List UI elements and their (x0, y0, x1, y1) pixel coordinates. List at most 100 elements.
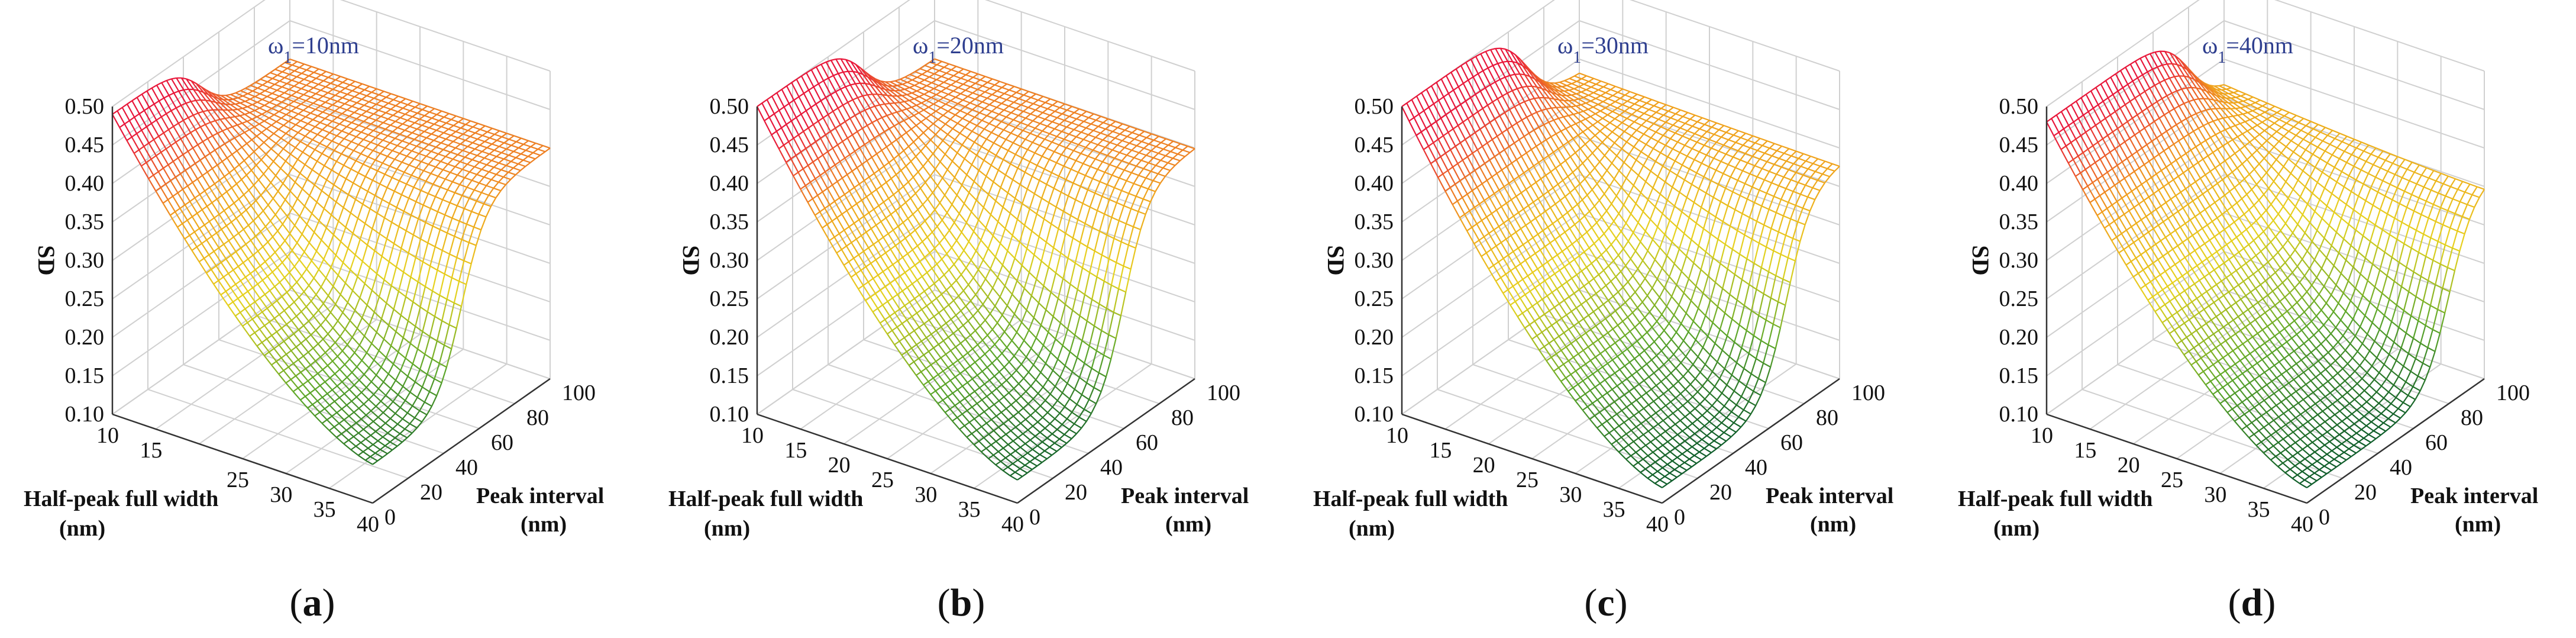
y-axis-unit: (nm) (2455, 512, 2501, 537)
x-tick-label: 40 (1646, 512, 1669, 537)
z-axis-label: SD (33, 245, 60, 275)
x-tick-label: 25 (1516, 468, 1539, 492)
y-tick-label: 20 (2354, 480, 2377, 505)
z-tick-label: 0.10 (65, 402, 105, 427)
z-tick-label: 0.20 (1355, 325, 1394, 350)
axes (111, 107, 551, 504)
y-tick-label: 0 (2319, 505, 2330, 530)
z-tick-label: 0.45 (1355, 133, 1394, 157)
y-tick-label: 20 (420, 480, 442, 505)
x-tick-label: 35 (1603, 497, 1625, 522)
y-axis-label: Peak interval (1766, 484, 1893, 508)
y-tick-label: 0 (1029, 505, 1040, 530)
x-tick-label: 40 (2291, 512, 2313, 537)
y-axis-line (1017, 378, 1195, 504)
x-tick-label: 10 (741, 423, 764, 448)
z-tick-label: 0.50 (1999, 94, 2039, 119)
z-tick-label: 0.25 (710, 286, 749, 311)
y-tick-label: 60 (1780, 430, 1803, 455)
z-tick-label: 0.35 (65, 210, 105, 234)
z-tick-label: 0.45 (710, 133, 749, 157)
z-tick-label: 0.45 (1999, 133, 2039, 157)
x-tick-label: 10 (2031, 423, 2053, 448)
x-axis-unit: (nm) (59, 516, 105, 541)
y-tick-label: 100 (2496, 381, 2530, 405)
panel-caption: (b) (938, 581, 985, 624)
y-tick-label: 80 (1171, 405, 1194, 430)
y-tick-label: 0 (1674, 505, 1685, 530)
z-tick-label: 0.10 (1355, 402, 1394, 427)
z-tick-label: 0.30 (1355, 248, 1394, 273)
y-axis-unit: (nm) (1810, 512, 1856, 537)
y-tick-label: 100 (1207, 381, 1240, 405)
panel-caption: (d) (2228, 581, 2276, 624)
y-tick-label: 80 (1816, 405, 1838, 430)
chart-title: ω1=30nm (1557, 32, 1649, 67)
x-axis-label: Half-peak full width (668, 486, 863, 511)
z-tick-label: 0.40 (65, 171, 105, 196)
z-tick-label: 0.15 (1355, 363, 1394, 388)
x-tick-label: 25 (871, 468, 894, 492)
chart-panel-a: 0.10 0.15 0.20 0.25 0.30 0.35 0.40 0.45 0.50 10 15… (24, 0, 604, 624)
y-axis-unit: (nm) (521, 512, 567, 537)
axes (756, 107, 1195, 504)
z-tick-label: 0.25 (1999, 286, 2039, 311)
z-tick-label: 0.30 (65, 248, 105, 273)
z-tick-label: 0.25 (1355, 286, 1394, 311)
x-axis-unit: (nm) (1349, 516, 1395, 541)
y-axis-unit: (nm) (1165, 512, 1211, 537)
y-axis-label: Peak interval (1121, 484, 1249, 508)
y-axis-label: Peak interval (2410, 484, 2538, 508)
y-tick-label: 0 (384, 505, 396, 530)
z-tick-label: 0.35 (1999, 210, 2039, 234)
x-tick-label: 30 (914, 482, 937, 507)
x-tick-label: 40 (1001, 512, 1024, 537)
z-tick-label: 0.10 (710, 402, 749, 427)
z-tick-label: 0.40 (1355, 171, 1394, 196)
x-tick-label: 15 (140, 438, 162, 463)
z-axis-label: SD (678, 245, 704, 275)
chart-panel-b: 0.10 0.15 0.20 0.25 0.30 0.35 0.40 0.45 0.50 10 15… (668, 0, 1249, 624)
sd-surface (1401, 47, 1840, 488)
x-axis-line (1401, 413, 1663, 504)
z-tick-label: 0.20 (65, 325, 105, 350)
z-axis-label: SD (1323, 245, 1349, 275)
z-axis-label: SD (1967, 245, 1994, 275)
z-tick-label: 0.35 (1355, 210, 1394, 234)
sd-surface (2046, 50, 2485, 488)
chart-title: ω1=10nm (268, 32, 359, 67)
y-tick-label: 40 (1745, 455, 1767, 480)
y-axis-line (372, 378, 551, 504)
x-axis-line (757, 413, 1018, 504)
x-axis-line (2046, 413, 2307, 504)
x-tick-label: 20 (828, 453, 851, 478)
x-tick-label: 30 (2204, 482, 2226, 507)
chart-panel-c: 0.10 0.15 0.20 0.25 0.30 0.35 0.40 0.45 0.50 10 15… (1313, 0, 1893, 624)
y-axis-line (1662, 378, 1840, 504)
z-tick-label: 0.50 (710, 94, 749, 119)
axes (1401, 107, 1840, 504)
z-tick-label: 0.25 (65, 286, 105, 311)
x-tick-label: 10 (1386, 423, 1408, 448)
panel-caption: (a) (290, 581, 335, 624)
z-tick-label: 0.40 (1999, 171, 2039, 196)
sd-surface (757, 58, 1195, 481)
x-tick-label: 20 (2118, 453, 2140, 478)
y-tick-label: 80 (526, 405, 549, 430)
y-tick-label: 80 (2461, 405, 2483, 430)
y-tick-label: 60 (491, 430, 513, 455)
y-tick-label: 40 (2390, 455, 2412, 480)
x-tick-label: 15 (784, 438, 807, 463)
x-tick-label: 35 (313, 497, 336, 522)
y-axis-line (2306, 378, 2485, 504)
x-tick-label: 35 (2248, 497, 2270, 522)
y-tick-label: 20 (1709, 480, 1732, 505)
z-tick-label: 0.50 (1355, 94, 1394, 119)
x-axis-line (112, 413, 373, 504)
z-tick-label: 0.35 (710, 210, 749, 234)
axes (2045, 107, 2485, 504)
y-tick-label: 100 (1851, 381, 1885, 405)
sd-surface (112, 58, 551, 465)
x-axis-label: Half-peak full width (24, 486, 218, 511)
